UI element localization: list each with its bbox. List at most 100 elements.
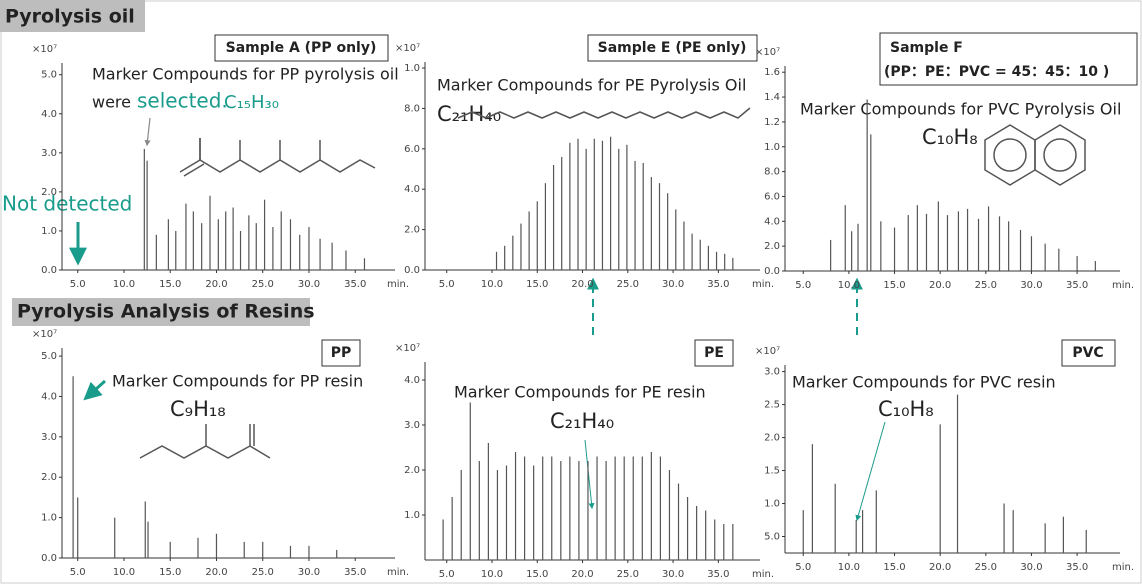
x-unit: min. [387, 567, 409, 578]
header-bg [0, 0, 145, 32]
y-tick-label: 4.0 [404, 375, 420, 386]
label-box [321, 339, 361, 367]
molecule [179, 159, 376, 173]
x-tick-label: 30.0 [1020, 562, 1042, 573]
label-box [1061, 339, 1116, 367]
y-tick-label: 2.0 [764, 241, 780, 252]
molecule [1034, 124, 1086, 186]
annotation: Not detected [2, 192, 132, 216]
x-tick-label: 10.0 [838, 280, 860, 291]
annotation: selected. [137, 89, 228, 113]
x-tick-label: 25.0 [252, 279, 274, 290]
x-tick-label: 10.0 [481, 279, 503, 290]
multiplier: ×10⁷ [755, 346, 780, 357]
multiplier: ×10⁷ [395, 43, 420, 54]
x-tick-label: 10.0 [113, 567, 135, 578]
panel-title: Sample F [890, 40, 963, 56]
x-tick-label: 30.0 [1020, 280, 1042, 291]
x-tick-label: 35.0 [344, 567, 366, 578]
y-tick-label: 1.0 [404, 63, 420, 74]
y-tick-label: 1.0 [41, 226, 57, 237]
x-tick-label: 10.0 [838, 562, 860, 573]
header-bg [12, 298, 310, 326]
y-tick-label: 8.0 [764, 167, 780, 178]
x-tick-label: 20.0 [205, 279, 227, 290]
x-tick-label: 5.0 [70, 279, 86, 290]
panel-title: PP [331, 345, 352, 361]
y-tick-label: 8.0 [404, 103, 420, 114]
arrow [855, 421, 886, 522]
x-tick-label: 15.0 [883, 280, 905, 291]
x-tick-label: 10.0 [481, 569, 503, 580]
y-tick-label: 3.0 [404, 420, 420, 431]
x-unit: min. [1112, 280, 1134, 291]
y-tick-label: 1.0 [764, 499, 780, 510]
section-header: Pyrolysis Analysis of Resins [17, 301, 315, 323]
x-tick-label: 35.0 [707, 569, 729, 580]
molecule [457, 107, 751, 119]
label-box [879, 32, 1138, 86]
y-tick-label: 0.0 [764, 266, 780, 277]
annotation: Marker Compounds for PE resin [454, 383, 706, 402]
x-tick-label: 15.0 [526, 279, 548, 290]
x-tick-label: 30.0 [298, 567, 320, 578]
x-unit: min. [387, 279, 409, 290]
y-tick-label: 1.4 [764, 92, 780, 103]
x-tick-label: 5.0 [439, 569, 455, 580]
annotation: Marker Compounds for PP pyrolysis oil [92, 65, 399, 84]
x-tick-label: 25.0 [617, 569, 639, 580]
annotation: were [92, 93, 131, 112]
multiplier: ×10⁷ [32, 329, 57, 340]
x-tick-label: 35.0 [1066, 562, 1088, 573]
panel-title: PVC [1072, 345, 1103, 361]
x-tick-label: 25.0 [617, 279, 639, 290]
y-tick-label: 4.0 [764, 216, 780, 227]
x-tick-label: 20.0 [205, 567, 227, 578]
label-box [587, 34, 758, 62]
y-tick-label: 1.5 [764, 466, 780, 477]
x-tick-label: 10.0 [113, 279, 135, 290]
x-tick-label: 5.0 [439, 279, 455, 290]
x-tick-label: 20.0 [929, 562, 951, 573]
molecule [1043, 138, 1077, 172]
x-tick-label: 15.0 [526, 569, 548, 580]
panel-subtitle: (PP：PE：PVC = 45：45：10 ) [884, 64, 1109, 80]
x-tick-label: 25.0 [975, 562, 997, 573]
annotation: Marker Compounds for PP resin [112, 372, 363, 391]
x-unit: min. [752, 279, 774, 290]
y-tick-label: 0.0 [41, 265, 57, 276]
x-tick-label: 35.0 [1066, 280, 1088, 291]
x-tick-label: 5.0 [795, 280, 811, 291]
x-tick-label: 35.0 [707, 279, 729, 290]
annotation: Marker Compounds for PVC Pyrolysis Oil [800, 100, 1121, 119]
label-box [214, 34, 389, 62]
arrow [83, 379, 107, 401]
x-tick-label: 15.0 [159, 279, 181, 290]
y-tick-label: 4.0 [41, 109, 57, 120]
x-tick-label: 35.0 [344, 279, 366, 290]
y-tick-label: 3.0 [41, 432, 57, 443]
x-tick-label: 5.0 [70, 567, 86, 578]
y-tick-label: 2.0 [764, 433, 780, 444]
y-tick-label: 2.5 [764, 400, 780, 411]
panel-title: Sample E (PE only) [598, 40, 747, 56]
molecule [139, 445, 271, 459]
y-tick-label: 2.0 [404, 465, 420, 476]
x-tick-label: 5.0 [795, 562, 811, 573]
y-tick-label: 5.0 [764, 532, 780, 543]
y-tick-label: 6.0 [404, 144, 420, 155]
formula: C₂₁H₄₀ [550, 409, 614, 433]
x-unit: min. [1112, 562, 1134, 573]
y-tick-label: 0.0 [404, 265, 420, 276]
multiplier: ×10⁷ [395, 343, 420, 354]
y-tick-label: 1.0 [41, 513, 57, 524]
x-unit: min. [752, 569, 774, 580]
arrow [144, 117, 151, 147]
annotation: Marker Compounds for PVC resin [792, 373, 1056, 392]
y-tick-label: 2.0 [41, 187, 57, 198]
annotation: Marker Compounds for PE Pyrolysis Oil [437, 76, 746, 95]
x-tick-label: 20.0 [571, 569, 593, 580]
y-tick-label: 4.0 [41, 391, 57, 402]
panel-title: PE [704, 345, 724, 361]
